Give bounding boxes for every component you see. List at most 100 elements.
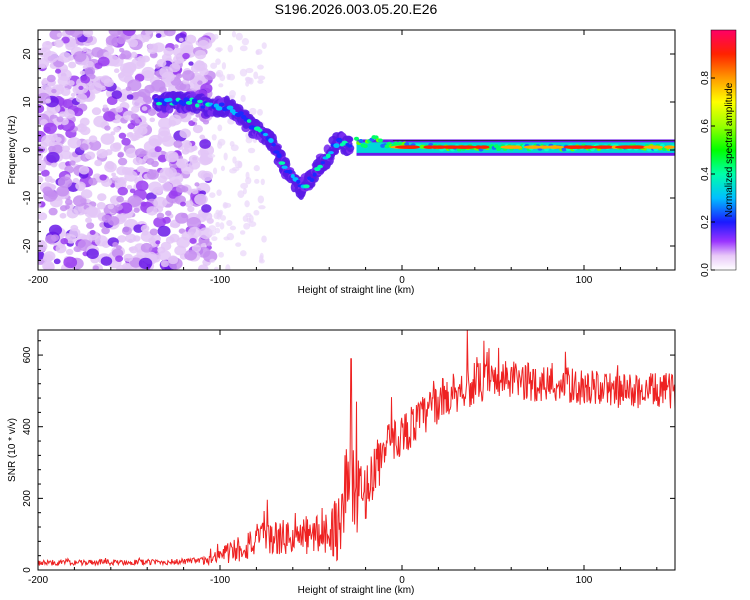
- noise-blob: [101, 227, 110, 235]
- noise-fringe-blob: [239, 45, 248, 52]
- noise-blob: [194, 49, 207, 60]
- noise-blob: [84, 206, 98, 218]
- ridge-core-blob: [180, 101, 187, 107]
- noise-blob: [161, 135, 176, 147]
- noise-blob: [103, 111, 116, 122]
- line-band-peak: [478, 145, 490, 149]
- noise-fringe-blob: [239, 250, 247, 257]
- noise-blob: [101, 214, 112, 223]
- noise-blob: [57, 176, 73, 189]
- noise-blob: [104, 125, 111, 131]
- ridge-core-blob: [226, 105, 234, 110]
- noise-fringe-blob: [207, 153, 216, 159]
- ridge-core-blob: [309, 178, 315, 183]
- noise-blob: [182, 52, 190, 60]
- spectrogram-y-tick-label: 20: [22, 48, 33, 60]
- noise-blob: [78, 123, 85, 128]
- noise-blob: [88, 82, 103, 94]
- snr-y-tick-label: 600: [22, 346, 33, 363]
- colorbar: 0.0 0.2 0.4 0.6 0.8 Normalized spectral ampl…: [700, 29, 737, 277]
- ridge-core-blob: [183, 97, 190, 103]
- noise-blob: [133, 125, 144, 135]
- noise-blob: [134, 118, 141, 124]
- snr-x-tick-label: -100: [210, 575, 230, 586]
- noise-blob: [107, 204, 115, 210]
- noise-blob: [113, 42, 118, 47]
- ridge-core-blob: [262, 132, 269, 137]
- noise-blob: [125, 212, 133, 219]
- noise-blob: [43, 51, 59, 64]
- line-band-peak: [663, 145, 675, 149]
- noise-blob: [184, 249, 197, 261]
- noise-blob: [133, 207, 140, 213]
- spectrogram-y-tick-label: -10: [22, 190, 33, 205]
- noise-blob: [206, 217, 214, 224]
- ridge-core-blob: [218, 102, 225, 107]
- snr-frame: [37, 329, 676, 571]
- noise-blob: [122, 30, 136, 37]
- noise-blob: [88, 177, 98, 186]
- noise-blob: [68, 61, 77, 69]
- noise-blob: [117, 157, 128, 166]
- noise-blob: [173, 178, 181, 185]
- noise-blob: [156, 58, 167, 68]
- noise-blob: [100, 256, 113, 266]
- noise-fringe-blob: [243, 222, 251, 230]
- noise-blob: [125, 147, 138, 159]
- noise-blob: [38, 176, 44, 184]
- noise-blob: [75, 93, 88, 104]
- noise-blob: [63, 256, 78, 269]
- noise-blob: [200, 170, 214, 182]
- ridge-core-blob: [335, 137, 343, 143]
- noise-blob: [66, 208, 79, 219]
- noise-blob: [173, 44, 179, 49]
- ridge-core-blob: [273, 150, 280, 154]
- noise-blob: [94, 159, 103, 167]
- noise-fringe-blob: [223, 236, 230, 241]
- snr-x-ticks: -200 -100 0 100: [28, 330, 658, 586]
- noise-blob: [115, 255, 124, 263]
- noise-blob: [100, 133, 115, 145]
- noise-blob: [162, 216, 171, 224]
- noise-fringe-blob: [215, 58, 221, 65]
- line-band-peak: [580, 145, 595, 149]
- noise-blob: [179, 128, 191, 139]
- noise-blob: [198, 227, 213, 240]
- noise-blob: [88, 140, 102, 151]
- line-band-blob: [362, 144, 368, 149]
- noise-blob: [194, 182, 200, 187]
- noise-blob: [97, 193, 107, 202]
- noise-blob: [189, 237, 197, 244]
- noise-blob: [85, 217, 92, 224]
- line-band-peak: [643, 145, 664, 149]
- noise-blob: [124, 170, 138, 182]
- noise-fringe-blob: [253, 209, 260, 216]
- ridge-core-blob: [276, 153, 282, 159]
- noise-blob: [38, 250, 45, 261]
- noise-blob: [94, 235, 109, 247]
- noise-blob: [53, 258, 61, 265]
- noise-blob: [114, 114, 122, 120]
- noise-blob: [38, 164, 46, 172]
- noise-blob: [50, 162, 58, 168]
- noise-fringe-blob: [257, 79, 264, 84]
- noise-blob: [41, 169, 50, 177]
- noise-blob: [92, 265, 99, 270]
- noise-blob: [46, 74, 56, 83]
- noise-fringe-blob: [240, 182, 249, 189]
- noise-blob: [43, 190, 58, 202]
- noise-blob: [69, 30, 84, 38]
- noise-blob: [79, 70, 86, 76]
- noise-blob: [147, 108, 157, 116]
- noise-fringe-blob: [220, 165, 225, 172]
- noise-fringe-blob: [211, 134, 217, 141]
- noise-blob: [49, 30, 62, 40]
- noise-fringe-blob: [248, 107, 257, 116]
- noise-fringe-blob: [235, 32, 243, 41]
- noise-blob: [116, 36, 126, 45]
- spectrogram-blobs: [38, 30, 675, 270]
- spectrogram-x-tick-label: 100: [576, 275, 593, 286]
- ridge-core-blob: [185, 101, 193, 105]
- noise-fringe-blob: [209, 192, 216, 198]
